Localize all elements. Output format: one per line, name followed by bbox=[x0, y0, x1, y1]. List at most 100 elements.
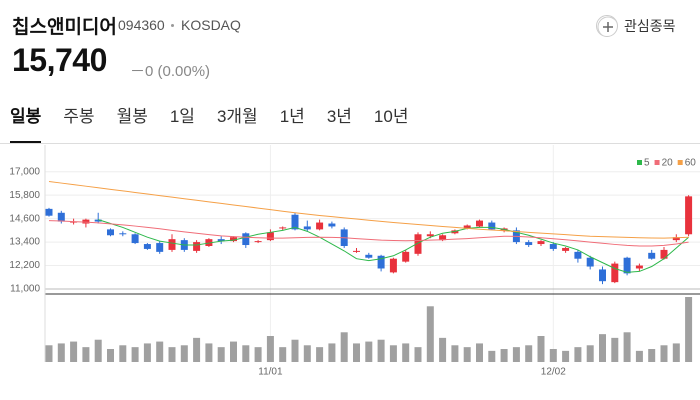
ma-line bbox=[98, 219, 689, 273]
period-tab[interactable]: 월봉 bbox=[116, 107, 148, 126]
volume-bar bbox=[82, 347, 90, 362]
candle-body bbox=[193, 242, 201, 251]
volume-bar bbox=[402, 343, 410, 362]
candle-body bbox=[353, 250, 360, 252]
volume-bar bbox=[303, 345, 311, 362]
period-tab[interactable]: 일봉 bbox=[10, 102, 42, 143]
candle-body bbox=[672, 237, 680, 241]
period-tab[interactable]: 1년 bbox=[279, 107, 305, 126]
period-tabs: 일봉 주봉 월봉 1일 3개월 1년 3년 10년 bbox=[10, 102, 430, 143]
ma-line bbox=[48, 181, 689, 239]
volume-bar bbox=[45, 345, 53, 362]
candle-body bbox=[266, 232, 274, 241]
volume-bar bbox=[463, 347, 471, 362]
period-tab[interactable]: 10년 bbox=[373, 107, 409, 126]
ma-line bbox=[48, 220, 689, 247]
volume-bar bbox=[451, 345, 459, 362]
volume-bar bbox=[623, 332, 631, 362]
candle-body bbox=[242, 233, 250, 246]
market: KOSDAQ bbox=[181, 17, 241, 33]
candle-body bbox=[365, 254, 373, 258]
volume-bar bbox=[500, 349, 508, 362]
stock-name: 칩스앤미디어 bbox=[12, 17, 117, 38]
candle-body bbox=[611, 263, 619, 283]
chart: 11,000 12,200 13,400 14,600 15,800 17,000 11/0… bbox=[9, 145, 700, 378]
watch-icon[interactable] bbox=[596, 15, 618, 37]
volume-bar bbox=[266, 336, 274, 362]
volume-bar bbox=[230, 341, 237, 362]
candle-body bbox=[426, 234, 434, 237]
volume-bar bbox=[414, 347, 422, 362]
candle-body bbox=[414, 234, 422, 254]
candle-body bbox=[660, 249, 668, 259]
volume-bar bbox=[340, 332, 348, 362]
candle-body bbox=[143, 244, 151, 249]
volume-bar bbox=[672, 343, 680, 362]
volume-bar bbox=[512, 347, 520, 362]
candle-body bbox=[57, 212, 65, 222]
volume-bar bbox=[242, 345, 250, 362]
candle-body bbox=[389, 258, 397, 273]
period-tab[interactable]: 3년 bbox=[326, 107, 352, 126]
volume-bar bbox=[180, 345, 188, 362]
y-tick-label: 14,600 bbox=[9, 213, 40, 224]
y-tick-label: 11,000 bbox=[10, 284, 40, 295]
volume-bar bbox=[131, 347, 139, 362]
volume-bar bbox=[119, 345, 127, 362]
period-tab[interactable]: 3개월 bbox=[216, 107, 258, 126]
x-tick-label: 12/02 bbox=[541, 367, 566, 378]
volume-bar bbox=[389, 345, 397, 362]
candle-body bbox=[439, 235, 447, 241]
volume-bar bbox=[439, 337, 447, 362]
divider bbox=[0, 143, 700, 144]
volume-bar bbox=[291, 339, 299, 362]
volume-bar bbox=[562, 350, 570, 362]
y-tick-label: 13,400 bbox=[9, 237, 40, 248]
legend-swatch bbox=[654, 160, 660, 165]
volume-bar bbox=[476, 343, 483, 362]
price-change: －0 (0.00%) bbox=[130, 63, 211, 80]
candle-body bbox=[156, 243, 164, 252]
volume-bar bbox=[685, 297, 693, 362]
candle-body bbox=[586, 257, 594, 267]
volume-bar bbox=[70, 341, 78, 362]
volume-bar bbox=[254, 347, 262, 362]
volume-bar bbox=[107, 349, 114, 362]
period-tab[interactable]: 1일 bbox=[169, 107, 195, 126]
candle-body bbox=[168, 239, 176, 250]
volume-bar bbox=[57, 343, 65, 362]
volume-bar bbox=[94, 339, 102, 362]
volume-bar bbox=[193, 337, 201, 362]
stock-code: 094360 bbox=[118, 17, 165, 33]
volume-bar bbox=[279, 347, 287, 362]
volume-bar bbox=[205, 343, 213, 362]
y-tick-label: 17,000 bbox=[9, 166, 40, 177]
candle-body bbox=[254, 241, 262, 243]
legend-swatch bbox=[677, 160, 683, 165]
period-tab[interactable]: 주봉 bbox=[63, 107, 95, 126]
volume-bar bbox=[488, 350, 496, 362]
candle-body bbox=[635, 265, 643, 269]
candle-body bbox=[377, 255, 385, 269]
candle-body bbox=[648, 252, 656, 259]
volume-bar bbox=[549, 349, 557, 362]
legend-label: 20 bbox=[662, 158, 674, 169]
candle-body bbox=[549, 244, 557, 249]
volume-bar bbox=[328, 343, 336, 362]
candle-body bbox=[82, 219, 90, 224]
candle-body bbox=[599, 269, 606, 282]
volume-bar bbox=[537, 336, 545, 362]
volume-bar bbox=[660, 345, 668, 362]
candle-body bbox=[291, 214, 299, 230]
candle-body bbox=[45, 208, 53, 216]
candle-body bbox=[217, 239, 225, 242]
volume-bar bbox=[316, 347, 324, 362]
candle-body bbox=[119, 233, 127, 235]
volume-bar bbox=[217, 347, 225, 362]
volume-bar bbox=[377, 339, 385, 362]
candle-body bbox=[303, 226, 311, 230]
watch-button[interactable]: 관심종목 bbox=[624, 18, 676, 34]
candle-body bbox=[316, 222, 324, 230]
candle-body bbox=[488, 222, 496, 230]
